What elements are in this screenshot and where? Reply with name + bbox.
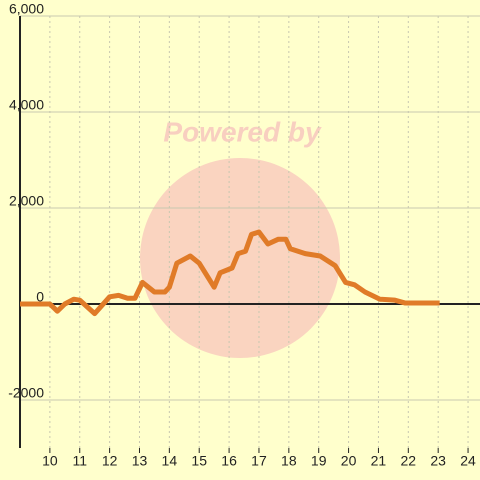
x-tick-label: 10: [42, 453, 58, 469]
x-tick-label: 20: [341, 453, 357, 469]
y-tick-label: 4,000: [9, 97, 44, 113]
watermark: Powered by: [163, 116, 322, 147]
x-tick-label: 11: [72, 453, 87, 469]
x-tick-label: 12: [102, 453, 118, 469]
y-tick-label: 6,000: [9, 1, 44, 17]
x-tick-label: 14: [162, 453, 178, 469]
x-tick-label: 17: [251, 453, 267, 469]
x-tick-label: 16: [221, 453, 237, 469]
watermark-logo: [140, 158, 340, 358]
series-line: [20, 229, 440, 317]
x-tick-label: 24: [460, 453, 476, 469]
x-tick-label: 19: [311, 453, 327, 469]
x-tick-label: 23: [430, 453, 446, 469]
y-tick-label: -2000: [8, 385, 44, 401]
x-tick-label: 13: [132, 453, 148, 469]
x-tick-label: 22: [401, 453, 417, 469]
x-tick-label: 15: [191, 453, 207, 469]
x-tick-label: 18: [281, 453, 297, 469]
y-tick-label: 0: [36, 289, 44, 305]
y-tick-label: 2,000: [9, 193, 44, 209]
x-tick-label: 21: [371, 453, 387, 469]
